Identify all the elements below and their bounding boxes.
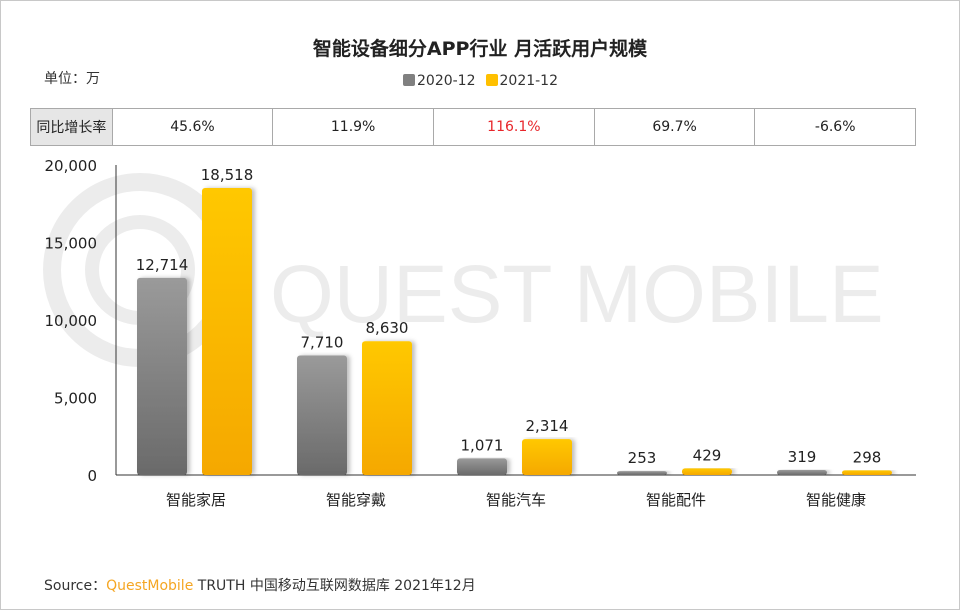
- source-text: TRUTH 中国移动互联网数据库 2021年12月: [197, 578, 476, 594]
- yoy-cell: 69.7%: [593, 108, 756, 146]
- x-tick-label: 智能健康: [806, 491, 866, 509]
- data-label: 319: [788, 448, 817, 466]
- legend: 2020-12 2021-12: [403, 73, 558, 89]
- x-tick-label: 智能配件: [646, 491, 706, 509]
- data-label: 8,630: [366, 319, 409, 337]
- bar-2021-12: [522, 439, 572, 475]
- data-label: 253: [628, 449, 657, 467]
- bar-2021-12: [362, 341, 412, 475]
- bar-2020-12: [137, 277, 187, 475]
- data-label: 7,710: [301, 333, 344, 351]
- yoy-cell: -6.6%: [754, 108, 916, 146]
- bar-2020-12: [777, 470, 827, 475]
- data-label: 298: [853, 448, 882, 466]
- data-label: 12,714: [136, 256, 189, 274]
- legend-item-2020: 2020-12: [403, 73, 476, 89]
- legend-swatch-gray: [403, 74, 415, 86]
- yoy-header: 同比增长率: [30, 108, 113, 146]
- source-line: Source：QuestMobile TRUTH 中国移动互联网数据库 2021…: [44, 575, 476, 595]
- yoy-cell: 11.9%: [272, 108, 434, 146]
- legend-item-2021: 2021-12: [485, 73, 559, 89]
- data-label: 1,071: [461, 436, 504, 454]
- chart-title: 智能设备细分APP行业 月活跃用户规模: [312, 38, 648, 60]
- yoy-table: 同比增长率 45.6% 11.9% 116.1% 69.7% -6.6%: [30, 108, 916, 146]
- legend-swatch-yellow: [485, 74, 498, 86]
- data-label: 429: [693, 446, 722, 464]
- bar-2021-12: [202, 187, 252, 475]
- legend-label: 2021-12: [499, 73, 559, 89]
- y-tick-label: 5,000: [54, 390, 97, 408]
- y-tick-label: 10,000: [45, 312, 98, 330]
- bar-2021-12: [842, 470, 892, 475]
- watermark-text: QUEST MOBILE: [270, 249, 884, 340]
- data-label: 2,314: [526, 417, 569, 435]
- source-brand: QuestMobile: [106, 578, 194, 594]
- x-tick-label: 智能家居: [166, 491, 226, 509]
- yoy-cell: 45.6%: [111, 108, 274, 146]
- watermark: QUEST MOBILE: [43, 173, 884, 367]
- data-label: 18,518: [201, 166, 254, 184]
- yoy-cell: 116.1%: [432, 108, 595, 146]
- y-tick-label: 20,000: [45, 157, 98, 175]
- unit-label: 单位：万: [44, 71, 100, 87]
- source-prefix: Source：: [44, 578, 107, 594]
- bar-2021-12: [682, 468, 732, 475]
- bar-2020-12: [617, 471, 667, 475]
- bar-2020-12: [457, 458, 507, 475]
- bar-2020-12: [297, 355, 347, 475]
- x-tick-label: 智能汽车: [486, 491, 546, 509]
- legend-label: 2020-12: [417, 73, 476, 89]
- x-tick-label: 智能穿戴: [326, 491, 386, 509]
- y-tick-label: 0: [87, 467, 97, 485]
- y-tick-label: 15,000: [45, 235, 98, 253]
